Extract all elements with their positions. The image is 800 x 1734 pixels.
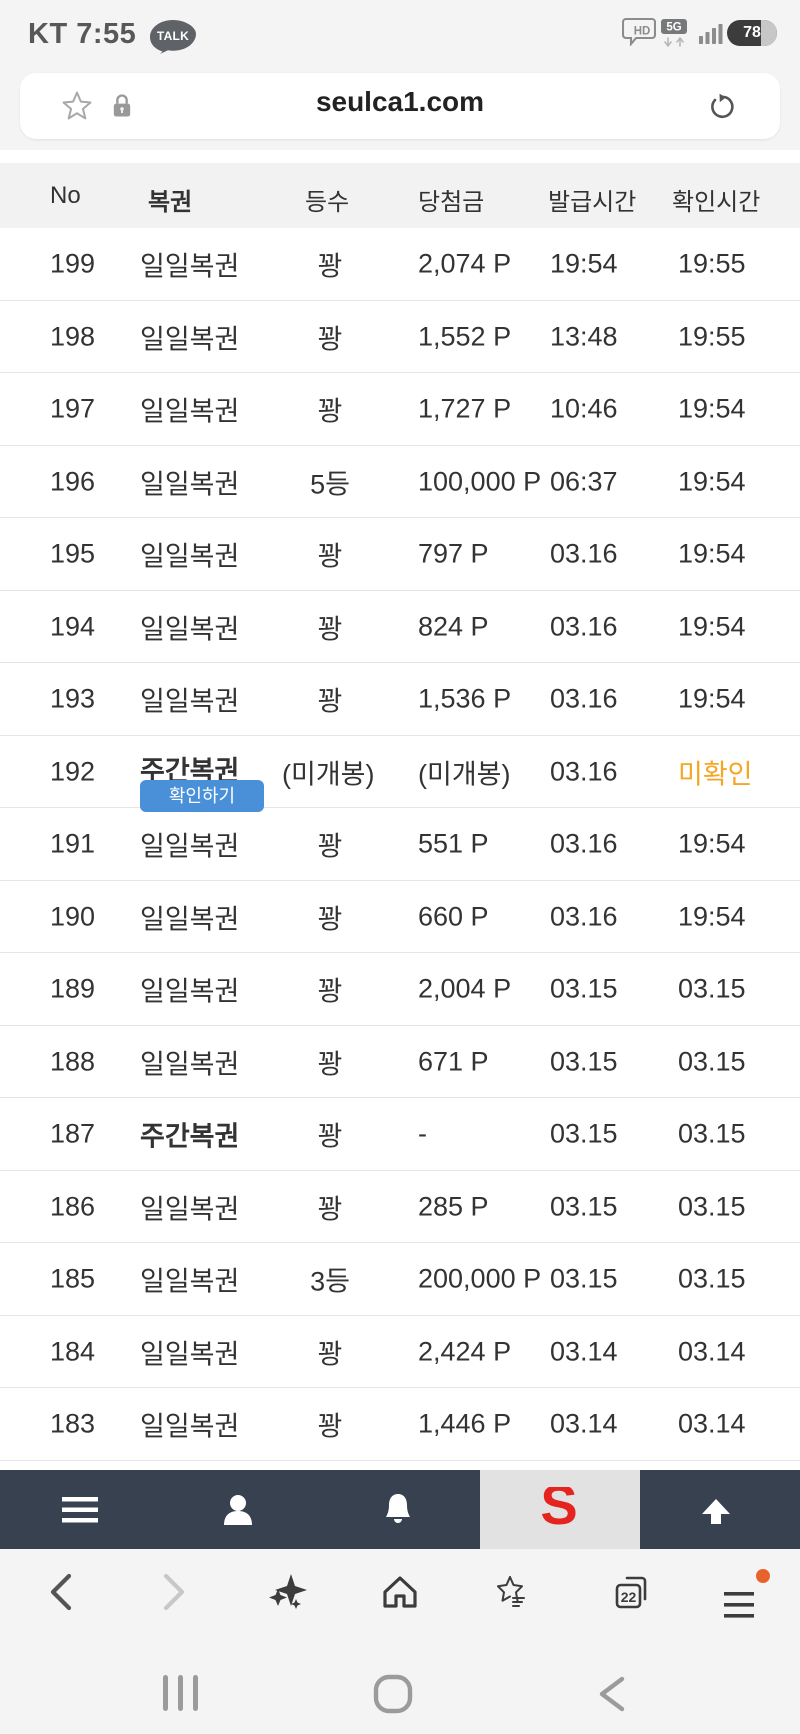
svg-text:S: S: [540, 1487, 577, 1533]
svg-text:5G: 5G: [666, 22, 681, 34]
svg-text:TALK: TALK: [157, 29, 189, 43]
svg-text:HD: HD: [634, 26, 651, 38]
svg-text:22: 22: [621, 1589, 637, 1605]
